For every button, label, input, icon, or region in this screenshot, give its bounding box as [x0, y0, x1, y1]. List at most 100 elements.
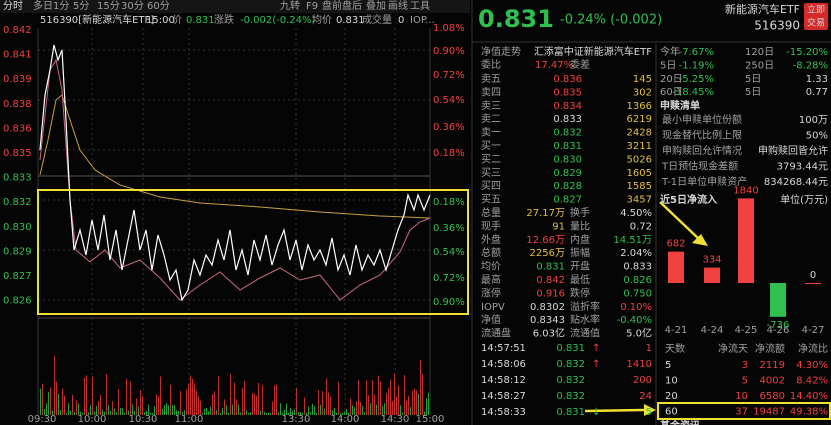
pct-axis-label: 1.08% — [433, 23, 465, 34]
return-label: 20日 — [660, 74, 683, 85]
book-label: 卖二 — [481, 113, 501, 125]
redemption-value: 3793.44元 — [777, 162, 828, 173]
price-axis-label: 0.833 — [3, 173, 32, 184]
stat-value: 0.8302 — [530, 302, 565, 313]
toolbar-bg — [0, 0, 470, 13]
volume-bar — [272, 401, 273, 415]
volume-bar — [240, 412, 241, 415]
volume-bar — [102, 409, 103, 415]
inflow-date: 4-26 — [767, 325, 790, 336]
quote-field: 成交量 — [362, 13, 392, 26]
volume-bar — [298, 412, 299, 415]
toolbar-tool[interactable]: F9 — [306, 1, 318, 12]
return-label: 250日 — [745, 60, 774, 71]
toolbar-tool[interactable]: 画线 — [388, 0, 408, 12]
redemption-value: 834268.44元 — [764, 177, 828, 188]
volume-bar — [92, 376, 93, 415]
flow-cell: 49.38% — [790, 407, 828, 418]
toolbar-tab[interactable]: 30分 — [121, 0, 144, 12]
volume-bar — [372, 380, 373, 415]
toolbar-tool[interactable]: 盘前盘后 — [322, 0, 362, 12]
volume-bar — [238, 404, 239, 415]
price-line — [39, 44, 431, 302]
stat-label: 总量 — [481, 206, 501, 219]
fund-link: 净值走势 — [481, 45, 521, 58]
redemption-label: T-1日单位申赎资产 — [661, 175, 747, 188]
toolbar-tab[interactable]: 15分 — [97, 0, 120, 12]
volume-bar — [180, 390, 181, 415]
inflow-value: 682 — [666, 239, 685, 250]
volume-bar — [146, 410, 147, 415]
stat-value: 0.8343 — [530, 315, 565, 326]
toolbar-tab[interactable]: 1分 — [53, 0, 69, 12]
volume-bar — [216, 410, 217, 415]
stat-value: 0.750 — [623, 288, 652, 299]
trade-button[interactable] — [804, 3, 828, 30]
stat-value: 0.842 — [536, 275, 565, 286]
redemption-value: 50% — [806, 131, 828, 142]
volume-bar — [58, 393, 59, 415]
volume-bar — [348, 412, 349, 415]
toolbar-tab[interactable]: 60分 — [147, 0, 170, 12]
price-axis-label: 0.836 — [3, 123, 32, 134]
volume-bar — [164, 405, 165, 415]
volume-bar — [388, 388, 389, 415]
volume-bar — [402, 412, 403, 415]
toolbar-tool[interactable]: 九转 — [280, 0, 300, 12]
volume-bar — [110, 410, 111, 415]
pct-axis-label: 0.18% — [433, 197, 465, 208]
pct-axis-label: 0.54% — [433, 247, 465, 258]
volume-bar — [86, 375, 87, 415]
volume-bar — [120, 408, 121, 415]
volume-bar — [112, 401, 113, 415]
toolbar-tool[interactable]: 工具 — [410, 0, 430, 12]
inflow-date: 4-24 — [701, 325, 724, 336]
volume-bar — [42, 383, 43, 415]
arrow — [659, 201, 701, 241]
inflow-bar — [770, 283, 786, 317]
inflow-date: 4-25 — [735, 325, 758, 336]
trade-price: 0.832 — [556, 391, 585, 402]
volume-bar — [414, 388, 415, 415]
redemption-label: 申购赎回允许情况 — [662, 144, 742, 157]
toolbar-tab[interactable]: 多日 — [33, 0, 53, 12]
book-price: 0.829 — [553, 168, 582, 179]
flow-cell: 5 — [665, 360, 671, 371]
volume-bar — [278, 412, 279, 415]
volume-bar — [70, 410, 71, 415]
volume-bar — [250, 412, 251, 415]
volume-bar — [48, 391, 49, 415]
time-axis-label: 15:00 — [416, 414, 445, 425]
price-axis-label: 0.838 — [3, 99, 32, 110]
volume-bar — [176, 410, 177, 415]
price-axis-label: 0.841 — [3, 50, 32, 61]
volume-bar — [296, 388, 297, 415]
return-value: -7.67% — [679, 47, 714, 58]
flow-cell: 10 — [735, 391, 748, 402]
trade-button-label: 立即 — [807, 4, 825, 16]
toolbar-tool[interactable]: 叠加 — [366, 0, 386, 12]
price-axis-label: 0.827 — [3, 271, 32, 282]
inflow-bar — [805, 283, 821, 284]
volume-bar — [174, 405, 175, 415]
stat-value: 0.826 — [623, 275, 652, 286]
flow-cell: 37 — [735, 407, 748, 418]
volume-bar — [428, 392, 429, 415]
unit-label: 单位(万元) — [780, 193, 828, 206]
highlight-box — [37, 189, 469, 315]
volume-bar — [392, 401, 393, 415]
arrow-head — [692, 234, 708, 246]
redemption-label: 现金替代比例上限 — [662, 129, 742, 142]
volume-bar — [386, 393, 387, 415]
toolbar-tab[interactable]: 5分 — [73, 0, 89, 12]
volume-bar — [234, 382, 235, 415]
pct-axis-label: 0.18% — [433, 148, 465, 159]
volume-bar — [258, 382, 259, 415]
book-label: 卖三 — [481, 100, 501, 112]
volume-bar — [410, 406, 411, 415]
toolbar-tab[interactable]: 分时 — [3, 0, 23, 12]
pct-axis-label: 0.36% — [433, 223, 465, 234]
volume-bar — [134, 410, 135, 415]
ratio-label: 委差 — [570, 58, 590, 71]
